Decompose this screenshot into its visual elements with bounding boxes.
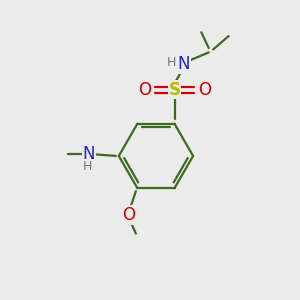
- Text: N: N: [83, 146, 95, 164]
- Text: O: O: [198, 81, 211, 99]
- Text: S: S: [169, 81, 181, 99]
- Text: H: H: [83, 160, 92, 173]
- Text: O: O: [122, 206, 135, 224]
- Text: H: H: [166, 56, 176, 69]
- Text: N: N: [177, 55, 190, 73]
- Text: O: O: [138, 81, 151, 99]
